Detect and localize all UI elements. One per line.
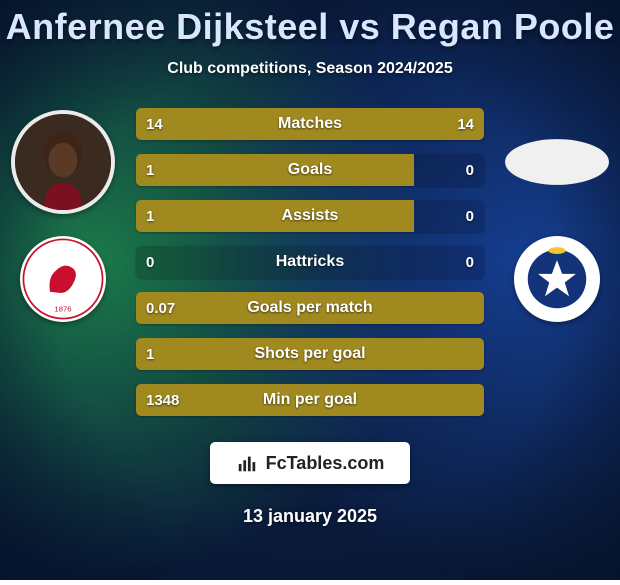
stat-value-left: 1 [146,338,154,370]
stat-value-left: 1 [146,154,154,186]
stat-label: Assists [136,200,484,232]
player-right-avatar [505,110,609,214]
stat-row: Assists1 0 [136,200,484,232]
stat-label: Hattricks [136,246,484,278]
stat-label: Min per goal [136,384,484,416]
player-left-club-badge: 1876 [20,236,106,322]
left-player-column: 1876 [8,108,118,322]
stat-value-right: 0 [466,154,474,186]
stat-label: Shots per goal [136,338,484,370]
stat-value-right: 0 [466,200,474,232]
stat-row: Matches14 14 [136,108,484,140]
stat-row: Goals1 0 [136,154,484,186]
stat-label: Matches [136,108,484,140]
stat-value-left: 0 [146,246,154,278]
player-left-avatar [11,110,115,214]
right-player-column [502,108,612,322]
stat-value-right: 0 [466,246,474,278]
chart-icon [236,452,258,474]
stats-bars: Matches1414Goals10Assists10Hattricks00Go… [136,108,484,416]
page-title: Anfernee Dijksteel vs Regan Poole [6,6,615,48]
stat-value-left: 1 [146,200,154,232]
stat-row: Hattricks0 0 [136,246,484,278]
stat-value-left: 0.07 [146,292,175,324]
player-right-club-badge [514,236,600,322]
stat-value-left: 14 [146,108,163,140]
stat-value-right: 14 [457,108,474,140]
stat-row: Goals per match0.07 [136,292,484,324]
stat-label: Goals [136,154,484,186]
svg-text:1876: 1876 [54,305,71,314]
subtitle: Club competitions, Season 2024/2025 [167,60,452,78]
stat-row: Shots per goal1 [136,338,484,370]
comparison-panel: 1876 Matches1414Goals10Assists10Hattrick… [0,108,620,416]
stat-row: Min per goal1348 [136,384,484,416]
stat-label: Goals per match [136,292,484,324]
date-label: 13 january 2025 [243,506,377,527]
brand-badge[interactable]: FcTables.com [210,442,411,484]
brand-label: FcTables.com [266,453,385,474]
stat-value-left: 1348 [146,384,179,416]
